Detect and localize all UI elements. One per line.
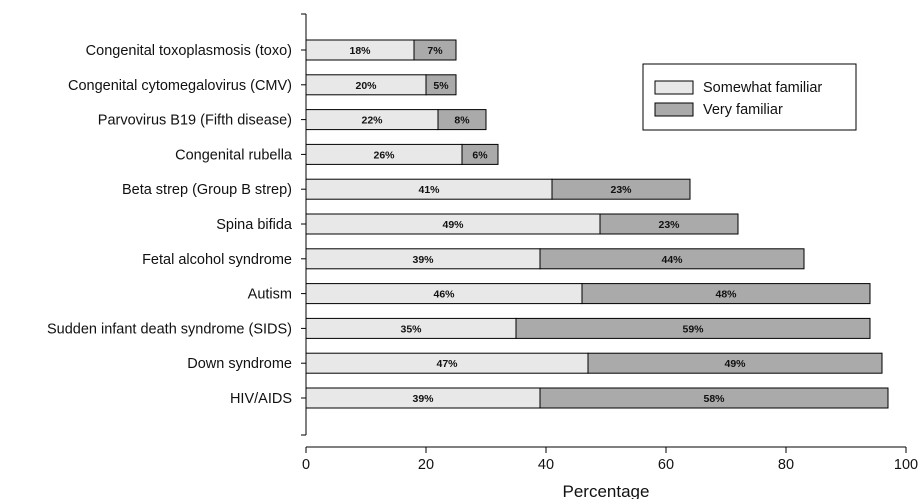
category-label-parvovirus-b19-fifth-disease: Parvovirus B19 (Fifth disease) xyxy=(98,113,292,129)
data-label-somewhat-familiar-congenital-toxoplasmosis-toxo: 18% xyxy=(349,45,371,57)
x-tick-label: 0 xyxy=(302,457,310,473)
bar-very-familiar-beta-strep-group-b-strep xyxy=(551,178,691,200)
y-axis: Congenital toxoplasmosis (toxo) Congenita… xyxy=(47,13,307,436)
data-label-somewhat-familiar-spina-bifida: 49% xyxy=(442,219,464,231)
category-label-down-syndrome: Down syndrome xyxy=(187,356,292,372)
bar-very-familiar-sudden-infant-death-syndrome-sids xyxy=(515,317,871,339)
data-label-somewhat-familiar-hiv-aids: 39% xyxy=(412,393,434,405)
data-label-somewhat-familiar-parvovirus-b19-fifth-disease: 22% xyxy=(361,115,383,127)
data-label-very-familiar-congenital-rubella: 6% xyxy=(472,149,488,161)
category-label-congenital-rubella: Congenital rubella xyxy=(175,147,293,163)
data-label-somewhat-familiar-congenital-cytomegalovirus-cmv: 20% xyxy=(355,80,377,92)
bar-very-familiar-down-syndrome xyxy=(587,352,883,374)
x-tick-label: 100 xyxy=(894,457,918,473)
category-label-congenital-cytomegalovirus-cmv: Congenital cytomegalovirus (CMV) xyxy=(68,78,292,94)
legend-swatch-somewhat-familiar xyxy=(654,80,694,95)
data-label-very-familiar-down-syndrome: 49% xyxy=(724,358,746,370)
data-label-very-familiar-congenital-toxoplasmosis-toxo: 7% xyxy=(427,45,443,57)
data-label-somewhat-familiar-sudden-infant-death-syndrome-sids: 35% xyxy=(400,323,422,335)
data-label-somewhat-familiar-beta-strep-group-b-strep: 41% xyxy=(418,184,440,196)
data-label-very-familiar-parvovirus-b19-fifth-disease: 8% xyxy=(454,115,470,127)
category-label-spina-bifida: Spina bifida xyxy=(216,217,293,233)
x-tick-label: 60 xyxy=(658,457,674,473)
x-tick-label: 80 xyxy=(778,457,794,473)
legend-label-somewhat-familiar: Somewhat familiar xyxy=(703,80,822,96)
data-label-very-familiar-autism: 48% xyxy=(715,289,737,301)
category-label-autism: Autism xyxy=(248,287,292,303)
bars-layer xyxy=(305,39,889,409)
data-label-somewhat-familiar-congenital-rubella: 26% xyxy=(373,149,395,161)
x-axis: 0 20 40 60 80 100 xyxy=(302,446,918,473)
x-tick-label: 20 xyxy=(418,457,434,473)
category-label-hiv-aids: HIV/AIDS xyxy=(230,391,292,407)
data-label-very-familiar-spina-bifida: 23% xyxy=(658,219,680,231)
data-label-somewhat-familiar-fetal-alcohol-syndrome: 39% xyxy=(412,254,434,266)
data-label-very-familiar-beta-strep-group-b-strep: 23% xyxy=(610,184,632,196)
category-label-fetal-alcohol-syndrome: Fetal alcohol syndrome xyxy=(142,252,292,268)
legend-label-very-familiar: Very familiar xyxy=(703,102,783,118)
bar-very-familiar-parvovirus-b19-fifth-disease xyxy=(437,109,487,131)
x-axis-title: Percentage xyxy=(563,482,650,499)
data-label-very-familiar-hiv-aids: 58% xyxy=(703,393,725,405)
bar-very-familiar-autism xyxy=(581,283,871,305)
bar-very-familiar-congenital-cytomegalovirus-cmv xyxy=(425,74,457,96)
category-label-beta-strep-group-b-strep: Beta strep (Group B strep) xyxy=(122,182,292,198)
bar-labels-layer: 18% 7% 20% 5% 22% 8% 26% 6% 41% 23% 49% 23% 39% 44% 46… xyxy=(349,45,746,405)
category-label-congenital-toxoplasmosis-toxo: Congenital toxoplasmosis (toxo) xyxy=(86,43,292,59)
category-label-sudden-infant-death-syndrome-sids: Sudden infant death syndrome (SIDS) xyxy=(47,321,292,337)
legend-swatch-very-familiar xyxy=(654,102,694,117)
legend-box xyxy=(642,63,857,131)
data-label-somewhat-familiar-down-syndrome: 47% xyxy=(436,358,458,370)
bar-very-familiar-congenital-rubella xyxy=(461,143,499,165)
bar-very-familiar-hiv-aids xyxy=(539,387,889,409)
data-label-somewhat-familiar-autism: 46% xyxy=(433,289,455,301)
data-label-very-familiar-congenital-cytomegalovirus-cmv: 5% xyxy=(433,80,449,92)
bar-very-familiar-fetal-alcohol-syndrome xyxy=(539,248,805,270)
bar-very-familiar-congenital-toxoplasmosis-toxo xyxy=(413,39,457,61)
bar-very-familiar-spina-bifida xyxy=(599,213,739,235)
legend: Somewhat familiar Very familiar xyxy=(642,63,857,131)
data-label-very-familiar-sudden-infant-death-syndrome-sids: 59% xyxy=(682,323,704,335)
x-tick-label: 40 xyxy=(538,457,554,473)
data-label-very-familiar-fetal-alcohol-syndrome: 44% xyxy=(661,254,683,266)
